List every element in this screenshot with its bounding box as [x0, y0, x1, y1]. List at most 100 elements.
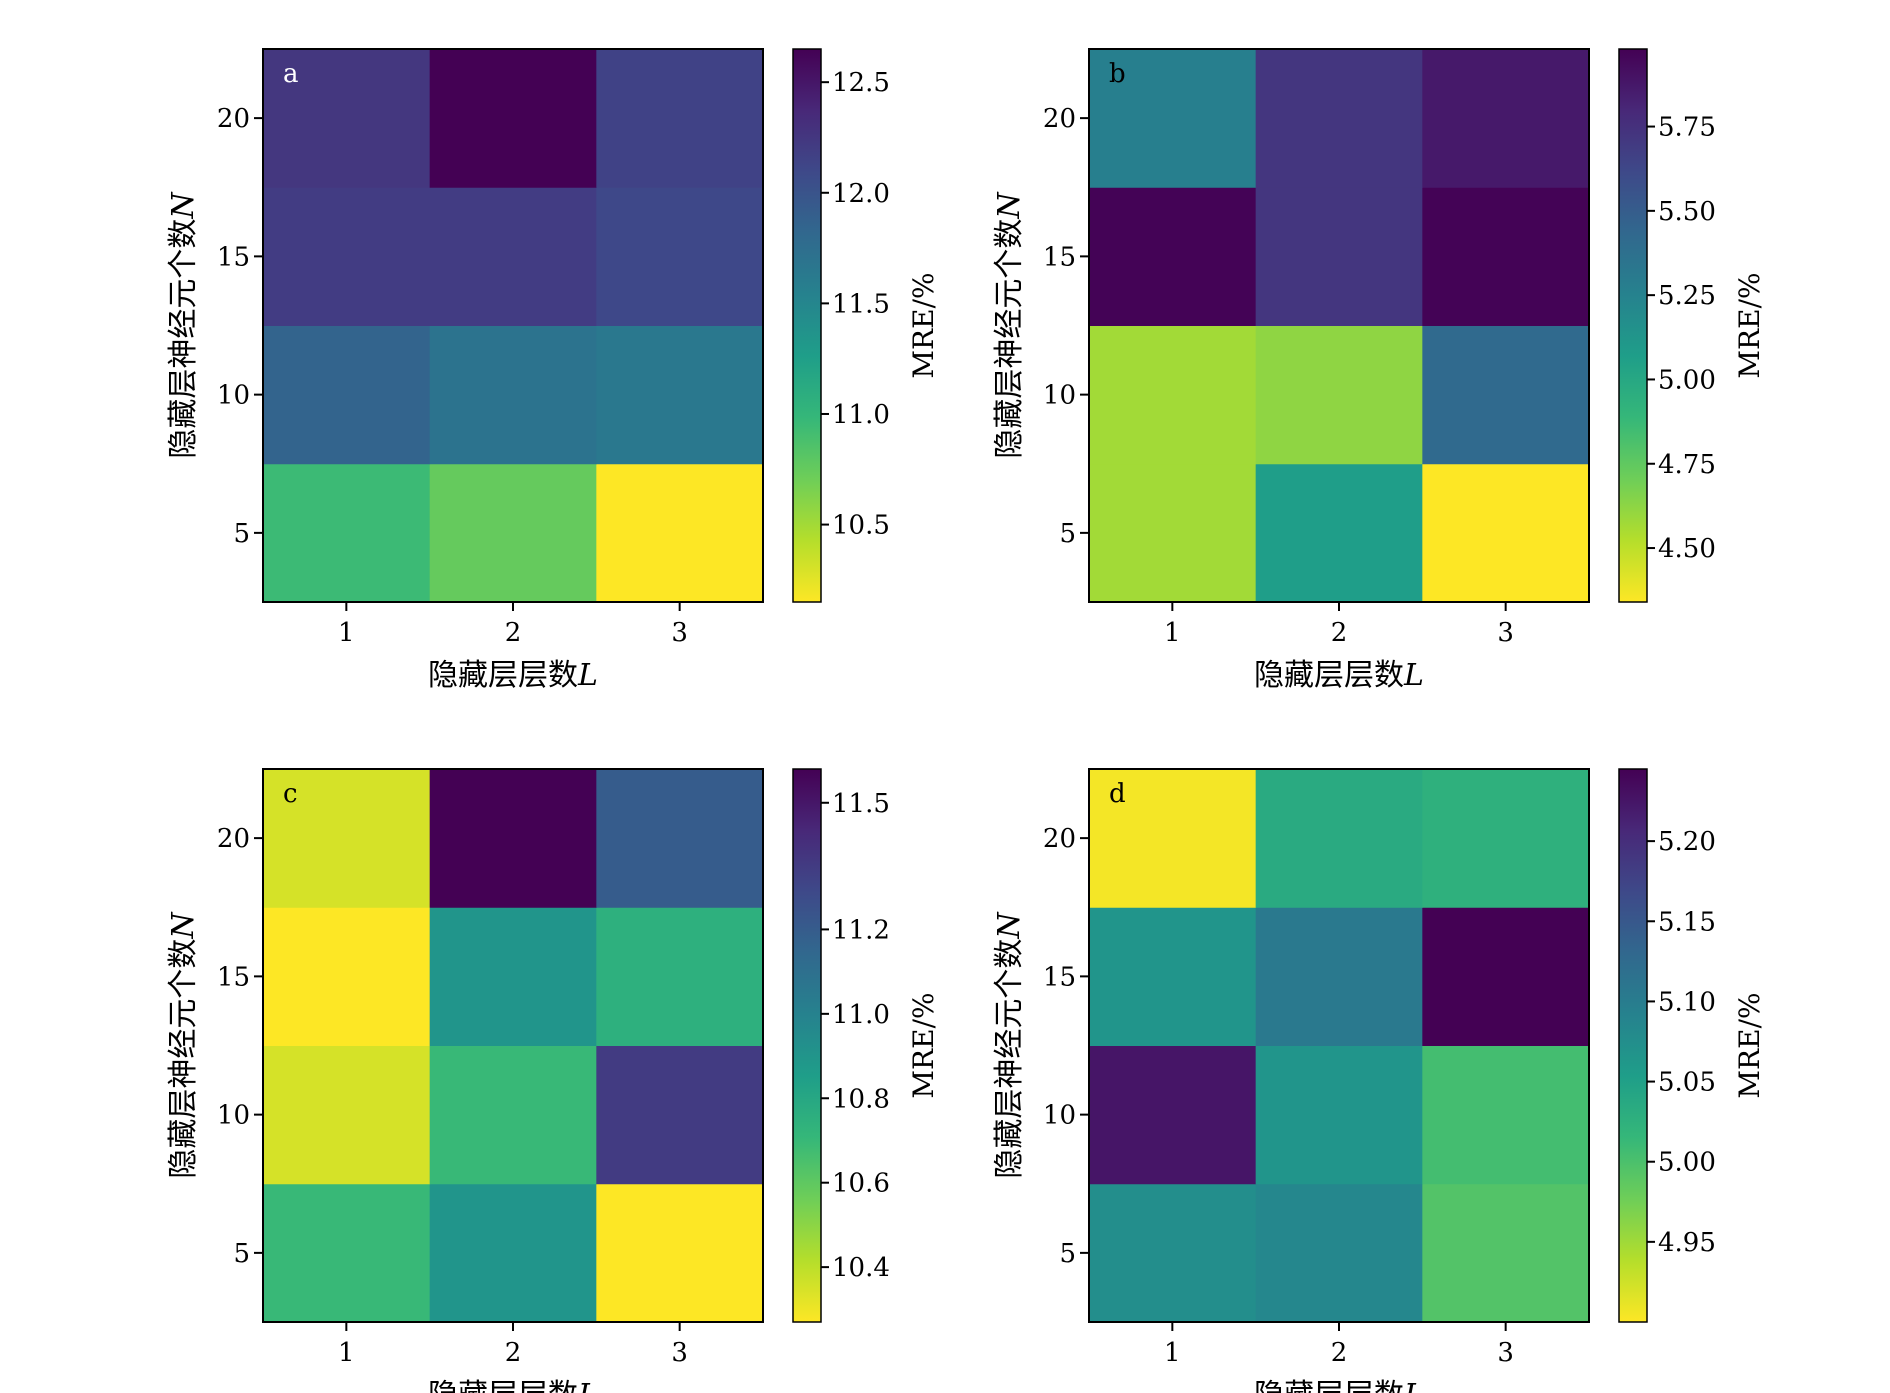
colorbar-tick-label: 4.50: [1658, 534, 1716, 564]
heatmap-cell: [1255, 187, 1423, 326]
y-axis-variable: N: [166, 191, 201, 220]
colorbar-tick-label: 5.10: [1658, 987, 1716, 1017]
heatmap-cell: [1422, 49, 1590, 188]
colorbar-tick-label: 10.4: [832, 1253, 890, 1283]
heatmap-cell: [1089, 769, 1257, 908]
colorbar-label: MRE/%: [907, 272, 940, 378]
heatmap-cell: [596, 463, 764, 603]
heatmap-cell: [263, 1183, 431, 1323]
x-axis-label: 隐藏层层数L: [1254, 658, 1424, 693]
heatmap-panel-c: c 1 2 3 5 10 15 20 隐藏层层数L 隐藏层神经元个数N 10.4 10.6 10.8 11…: [166, 768, 940, 1393]
heatmap-cell: [1089, 49, 1257, 188]
colorbar: [1619, 769, 1647, 1322]
colorbar-tick-label: 11.5: [832, 289, 890, 319]
heatmap-cell: [1089, 907, 1257, 1046]
colorbar-tick-label: 5.50: [1658, 197, 1716, 227]
y-tick-label: 5: [1059, 1239, 1076, 1269]
heatmap-cell: [263, 49, 431, 188]
y-tick-label: 15: [1043, 962, 1076, 992]
colorbar-frame: [792, 768, 822, 1323]
colorbar-tick-label: 10.8: [832, 1084, 890, 1114]
colorbar-label: MRE/%: [1733, 992, 1766, 1098]
heatmap-cell: [429, 325, 597, 465]
x-axis-variable: L: [1403, 1378, 1424, 1393]
colorbar-tick-label: 12.0: [832, 179, 890, 209]
heatmap-cell: [263, 463, 431, 603]
colorbar: [793, 49, 821, 602]
y-tick-label: 10: [217, 381, 250, 411]
heatmap-cell: [429, 463, 597, 603]
colorbar-tick-label: 11.0: [832, 1000, 890, 1030]
colorbar-tick-label: 5.25: [1658, 281, 1716, 311]
x-axis-label: 隐藏层层数L: [428, 1378, 598, 1393]
y-tick-label: 20: [217, 824, 250, 854]
colorbar-frame: [1618, 48, 1648, 603]
colorbar: [1619, 49, 1647, 602]
y-tick-label: 15: [217, 962, 250, 992]
panel-letter: d: [1109, 779, 1126, 809]
x-tick-label: 1: [1164, 618, 1181, 648]
y-tick-label: 15: [1043, 242, 1076, 272]
colorbar-tick-label: 10.5: [832, 511, 890, 541]
y-axis-variable: N: [992, 191, 1027, 220]
y-tick-label: 5: [233, 1239, 250, 1269]
y-tick-label: 10: [1043, 1101, 1076, 1131]
heatmap-cell: [429, 769, 597, 908]
colorbar: [793, 769, 821, 1322]
x-axis-label: 隐藏层层数L: [1254, 1378, 1424, 1393]
colorbar-tick-label: 5.15: [1658, 907, 1716, 937]
panel-letter: a: [283, 59, 299, 89]
colorbar-tick-label: 11.0: [832, 400, 890, 430]
colorbar-frame: [792, 48, 822, 603]
heatmap-cell: [1422, 769, 1590, 908]
y-tick-label: 20: [1043, 824, 1076, 854]
heatmap-cell: [263, 1045, 431, 1185]
colorbar-tick-label: 5.75: [1658, 113, 1716, 143]
colorbar-tick-label: 11.5: [832, 789, 890, 819]
y-tick-label: 10: [217, 1101, 250, 1131]
heatmap-cell: [596, 769, 764, 908]
heatmap-cell: [596, 187, 764, 326]
heatmap-cell: [1422, 1045, 1590, 1185]
x-tick-label: 3: [671, 618, 688, 648]
heatmap-cell: [263, 187, 431, 326]
heatmap-cell: [263, 325, 431, 465]
heatmap-cell: [1422, 187, 1590, 326]
colorbar-tick-label: 11.2: [832, 915, 890, 945]
heatmap-cell: [1255, 49, 1423, 188]
heatmap-cell: [1255, 325, 1423, 465]
colorbar-tick-label: 4.75: [1658, 450, 1716, 480]
x-axis-variable: L: [577, 658, 598, 693]
y-axis-label: 隐藏层神经元个数N: [992, 911, 1027, 1179]
heatmap-cell: [429, 49, 597, 188]
heatmap-panel-a: a 1 2 3 5 10 15 20 隐藏层层数L 隐藏层神经元个数N 10.5 11.0 11.5 12…: [166, 48, 940, 693]
heatmap-cell: [263, 907, 431, 1046]
colorbar-tick-label: 5.00: [1658, 365, 1716, 395]
x-axis-variable: L: [577, 1378, 598, 1393]
colorbar-tick-label: 10.6: [832, 1169, 890, 1199]
heatmap-cell: [596, 1183, 764, 1323]
x-tick-label: 1: [338, 618, 355, 648]
heatmap-cell: [1422, 907, 1590, 1046]
heatmap-cell: [1422, 325, 1590, 465]
y-tick-label: 5: [1059, 519, 1076, 549]
heatmap-cell: [1089, 325, 1257, 465]
y-axis-label: 隐藏层神经元个数N: [166, 191, 201, 459]
colorbar-label: MRE/%: [1733, 272, 1766, 378]
y-axis-label: 隐藏层神经元个数N: [166, 911, 201, 1179]
y-axis-label: 隐藏层神经元个数N: [992, 191, 1027, 459]
y-tick-label: 20: [1043, 104, 1076, 134]
heatmap-cell: [1089, 1183, 1257, 1323]
heatmap-cell: [1255, 1183, 1423, 1323]
heatmap-cell: [1255, 463, 1423, 603]
heatmap-cell: [1089, 463, 1257, 603]
colorbar-tick-label: 5.20: [1658, 827, 1716, 857]
colorbar-tick-label: 5.05: [1658, 1068, 1716, 1098]
heatmap-cell: [1422, 1183, 1590, 1323]
x-tick-label: 2: [1331, 618, 1348, 648]
heatmap-cell: [1255, 907, 1423, 1046]
y-tick-label: 20: [217, 104, 250, 134]
y-tick-label: 5: [233, 519, 250, 549]
heatmap-cell: [1255, 1045, 1423, 1185]
